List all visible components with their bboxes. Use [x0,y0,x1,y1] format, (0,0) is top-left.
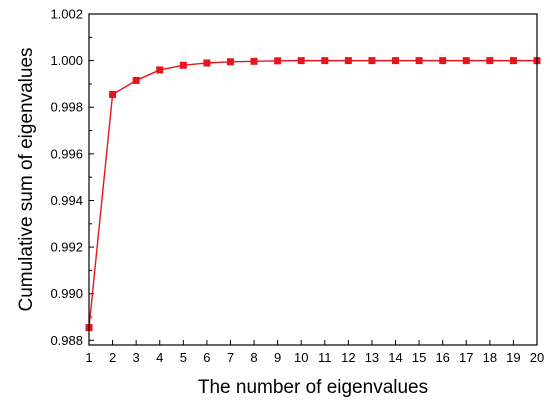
y-tick-label: 0.988 [50,333,83,348]
x-tick-label: 13 [365,350,379,365]
y-tick-label: 0.992 [50,240,83,255]
x-axis-title: The number of eigenvalues [198,377,428,398]
x-tick-label: 20 [530,350,544,365]
data-point [344,57,352,65]
data-point [132,76,140,84]
x-tick-label: 16 [435,350,449,365]
data-point [179,61,187,69]
y-axis: 0.988 0.990 0.992 0.994 0.996 0.998 1.000 1.002 [50,7,94,348]
data-point [321,57,329,65]
x-tick-label: 10 [294,350,308,365]
x-tick-label: 1 [85,350,92,365]
data-point [368,57,376,65]
x-tick-label: 4 [156,350,163,365]
y-tick-label: 1.000 [50,53,83,68]
x-tick-label: 17 [459,350,473,365]
series-line [88,59,537,328]
x-tick-label: 11 [318,350,332,365]
x-tick-label: 15 [412,350,426,365]
data-point [156,66,164,74]
series-layer [85,57,541,332]
y-tick-label: 0.996 [50,146,83,161]
data-point [462,57,470,65]
x-tick-label: 2 [109,350,116,365]
x-tick-label: 14 [388,350,402,365]
y-tick-label: 0.998 [50,100,83,115]
y-tick-label: 1.002 [50,7,83,22]
data-point [392,57,400,65]
data-point [250,57,258,65]
data-point [486,57,494,65]
data-point [109,90,117,98]
y-tick-label: 0.990 [50,286,83,301]
data-point [226,58,234,66]
x-axis: 1 2 3 4 5 6 7 8 9 10 11 12 13 14 15 16 17 18 19 20 [85,340,544,365]
data-point [297,57,305,65]
data-point [509,57,517,65]
x-tick-label: 19 [506,350,520,365]
y-axis-title: Cumulative sum of eigenvalues [16,47,37,311]
x-tick-label: 8 [250,350,257,365]
data-point [439,57,447,65]
x-tick-label: 9 [274,350,281,365]
x-tick-label: 12 [341,350,355,365]
x-tick-label: 6 [203,350,210,365]
data-point [203,59,211,67]
x-tick-label: 5 [180,350,187,365]
x-tick-label: 3 [133,350,140,365]
plot-frame [88,13,538,346]
x-tick-label: 18 [483,350,497,365]
data-point [415,57,423,65]
x-tick-label: 7 [227,350,234,365]
data-point [274,57,282,65]
y-tick-label: 0.994 [50,193,83,208]
